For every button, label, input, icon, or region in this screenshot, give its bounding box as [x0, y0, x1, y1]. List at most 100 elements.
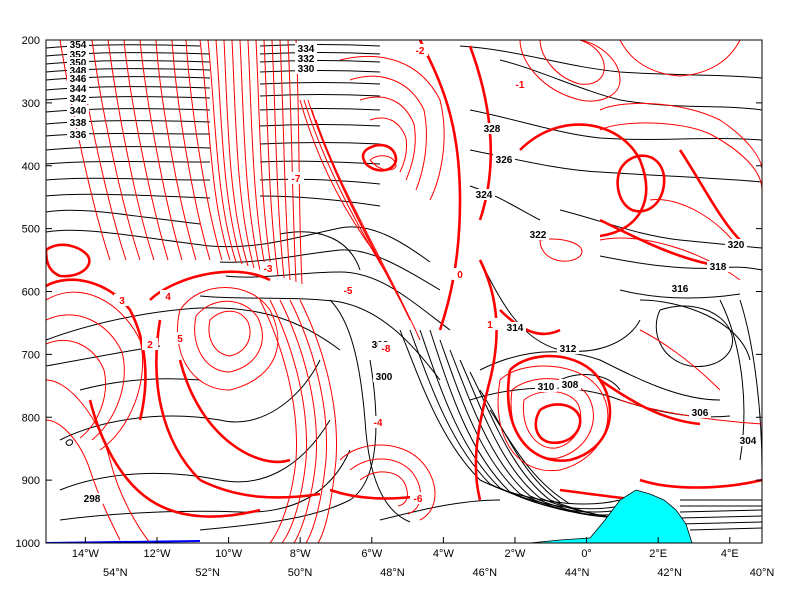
red-contour: [678, 149, 741, 241]
contour-label-theta: 336: [70, 130, 87, 141]
contour-label-bg: [260, 262, 276, 274]
red-contour: [349, 458, 421, 515]
red-contour: [279, 299, 318, 543]
red-contour: [369, 117, 407, 173]
red-contour: [616, 154, 666, 213]
red-contour: [176, 287, 279, 391]
theta-contour: [409, 329, 621, 510]
theta-contour: [46, 146, 211, 151]
red-contour: [208, 310, 251, 357]
contour-label-bg: [142, 338, 158, 350]
theta-contour: [199, 295, 441, 381]
theta-contour: [399, 329, 621, 505]
contour-label-bg: [67, 57, 89, 68]
theta-contour: [259, 94, 381, 97]
contour-label-red: -1: [516, 80, 525, 91]
contour-label-theta: 312: [560, 344, 577, 355]
contour-label-bg: [535, 381, 557, 392]
contour-label-theta: 300: [376, 372, 393, 383]
theta-contour: [489, 409, 571, 505]
red-contour: [339, 55, 445, 201]
red-contour: [499, 309, 561, 336]
contour-label-theta: 340: [70, 106, 87, 117]
contour-label-red: -5: [344, 286, 353, 297]
theta-contour: [259, 195, 381, 207]
contour-label-bg: [295, 43, 317, 54]
contour-label-bg: [67, 129, 89, 140]
red-contour: [199, 40, 231, 261]
theta-contour: [479, 351, 721, 401]
red-contour: [46, 314, 125, 441]
red-contour: [315, 119, 421, 341]
theta-contour: [259, 124, 381, 127]
red-contour: [519, 123, 648, 238]
red-contour: [539, 40, 605, 85]
contour-label-red: -4: [374, 418, 383, 429]
contour-label-theta: 320: [728, 240, 745, 251]
contour-label-theta: 352: [70, 50, 87, 61]
theta-contour: [46, 52, 211, 57]
red-contour: [639, 478, 762, 489]
theta-contour: [259, 160, 381, 165]
theta-contour: [559, 374, 621, 391]
red-contour: [359, 471, 408, 507]
contour-label-bg: [295, 53, 317, 64]
contour-label-bg: [67, 117, 89, 128]
red-contour: [149, 270, 271, 301]
red-contour: [263, 40, 279, 277]
red-contour: [271, 40, 285, 279]
red-contour: [59, 40, 111, 261]
red-contour: [239, 40, 261, 271]
theta-contour: [639, 299, 751, 361]
contour-label-bg: [512, 78, 528, 90]
red-contour: [506, 354, 612, 462]
contour-label-red: 0: [457, 270, 463, 281]
theta-contour: [46, 209, 201, 225]
contour-label-red: -3: [264, 264, 273, 275]
contour-label-theta: 338: [70, 118, 87, 129]
red-contour: [369, 155, 397, 171]
red-contour: [599, 122, 762, 191]
contour-label-bg: [114, 294, 130, 306]
red-contour: [619, 399, 762, 425]
contour-label-bg: [410, 492, 426, 504]
lat-tick-label: 54°N: [103, 567, 128, 579]
lon-tick-label: 4°W: [433, 548, 455, 560]
red-contour: [171, 40, 211, 261]
contour-label-bg: [373, 371, 395, 382]
contour-label-bg: [725, 239, 747, 250]
theta-contour: [459, 45, 762, 79]
theta-contour: [59, 449, 351, 521]
red-contour: [46, 419, 121, 541]
red-contour: [139, 40, 183, 261]
contour-label-theta: 350: [70, 58, 87, 69]
theta-contour: [259, 82, 381, 85]
contour-label-theta: 310: [538, 382, 555, 393]
theta-contour: [59, 359, 321, 441]
lon-tick-label: 0°: [581, 548, 592, 560]
theta-contour: [499, 59, 762, 111]
red-contour: [88, 399, 261, 518]
contour-label-theta: 330: [298, 64, 315, 75]
red-contours-thick: [46, 40, 762, 518]
theta-contour: [46, 133, 211, 137]
lat-tick-label: 48°N: [380, 567, 405, 579]
theta-contour: [259, 108, 381, 111]
red-contour: [311, 109, 411, 321]
lat-tick-label: 44°N: [565, 567, 590, 579]
red-contour: [207, 40, 237, 263]
contour-label-theta: 346: [70, 74, 87, 85]
lat-tick-label: 52°N: [195, 567, 220, 579]
contour-label-theta: 316: [672, 284, 689, 295]
contour-label-theta: 328: [484, 124, 501, 135]
red-contour: [474, 259, 498, 501]
contour-label-theta: 308: [562, 380, 579, 391]
red-contour: [339, 444, 436, 521]
contour-label-bg: [737, 435, 759, 446]
red-contour: [185, 40, 223, 261]
red-contour: [519, 40, 621, 102]
theta-contour: [199, 359, 377, 531]
lon-tick-label: 8°W: [290, 548, 312, 560]
x-axis-longitude: 14°W 12°W 10°W 8°W 6°W 4°W 2°W 0° 2°E 4°E: [72, 537, 739, 560]
theta-contour: [469, 149, 762, 183]
